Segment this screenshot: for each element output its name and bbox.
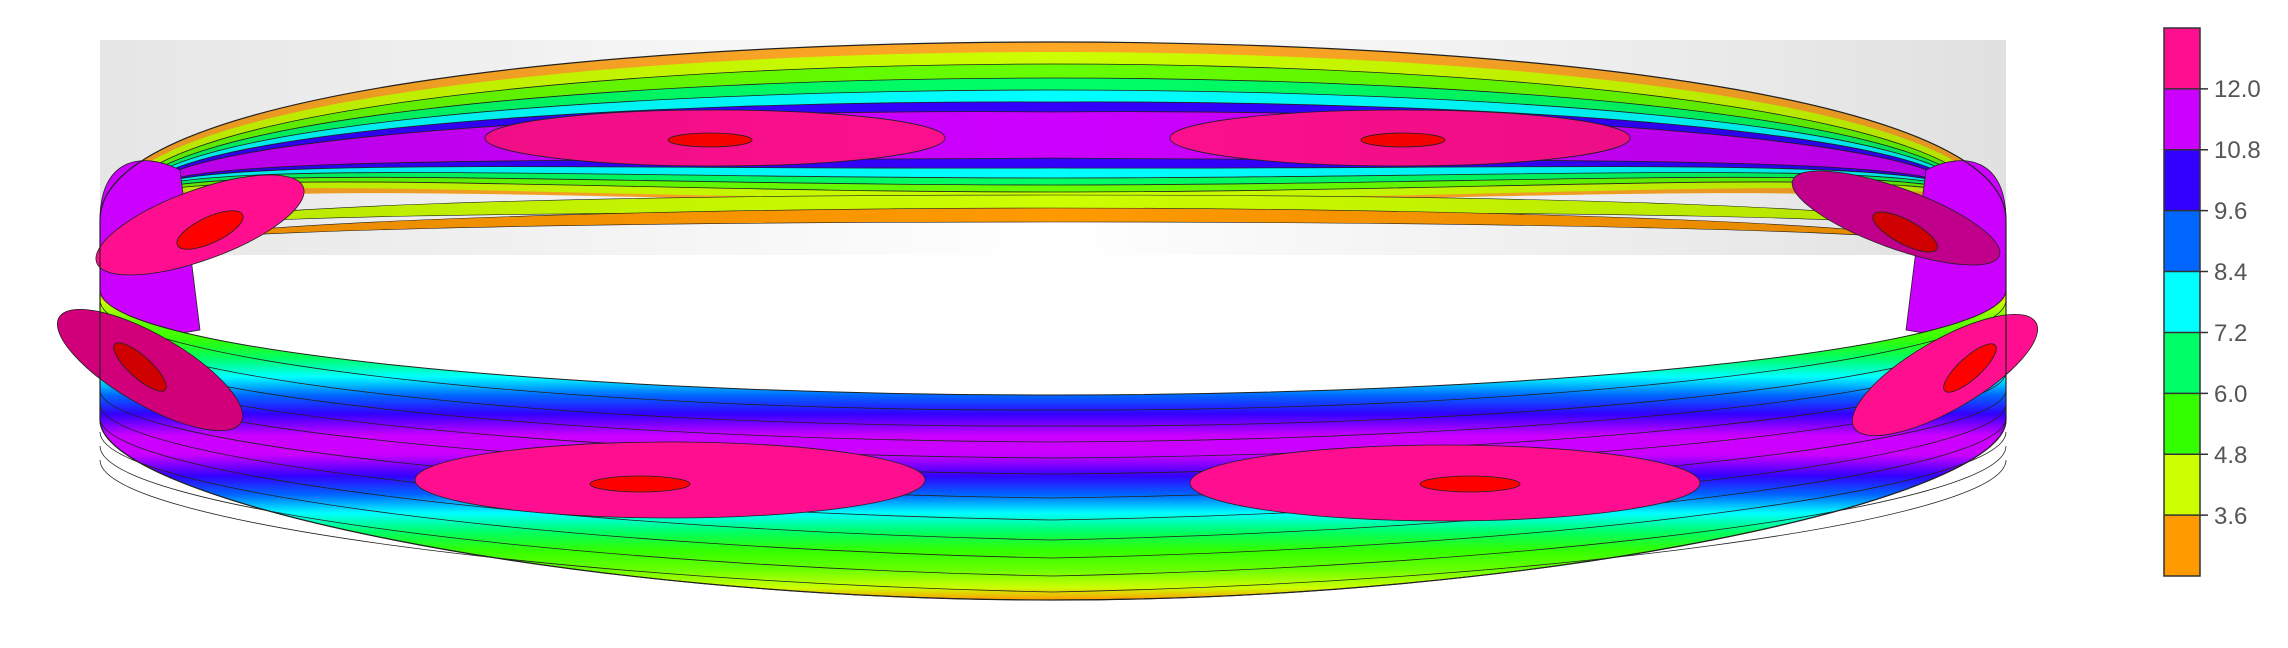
colorbar-tick-label: 12.0 bbox=[2214, 76, 2261, 103]
colorbar-band bbox=[2164, 272, 2200, 333]
colorbar-band bbox=[2164, 211, 2200, 272]
colorbar-tick-label: 8.4 bbox=[2214, 259, 2247, 286]
colorbar-tick-label: 9.6 bbox=[2214, 198, 2247, 225]
colorbar-band bbox=[2164, 89, 2200, 150]
ring-back-wall bbox=[100, 40, 2006, 255]
colorbar-band bbox=[2164, 454, 2200, 515]
colorbar-band bbox=[2164, 150, 2200, 211]
colorbar-band bbox=[2164, 28, 2200, 89]
colorbar-band bbox=[2164, 332, 2200, 393]
colorbar-band bbox=[2164, 393, 2200, 454]
colorbar-band bbox=[2164, 515, 2200, 576]
colorbar-tick-label: 4.8 bbox=[2214, 442, 2247, 469]
colorbar: 12.0 10.8 9.6 8.4 7.2 6.0 4.8 3.6 bbox=[2164, 28, 2261, 577]
colorbar-tick-label: 3.6 bbox=[2214, 503, 2247, 530]
colorbar-tick-label: 10.8 bbox=[2214, 137, 2261, 164]
colorbar-tick-label: 7.2 bbox=[2214, 320, 2247, 347]
colorbar-tick-label: 6.0 bbox=[2214, 381, 2247, 408]
